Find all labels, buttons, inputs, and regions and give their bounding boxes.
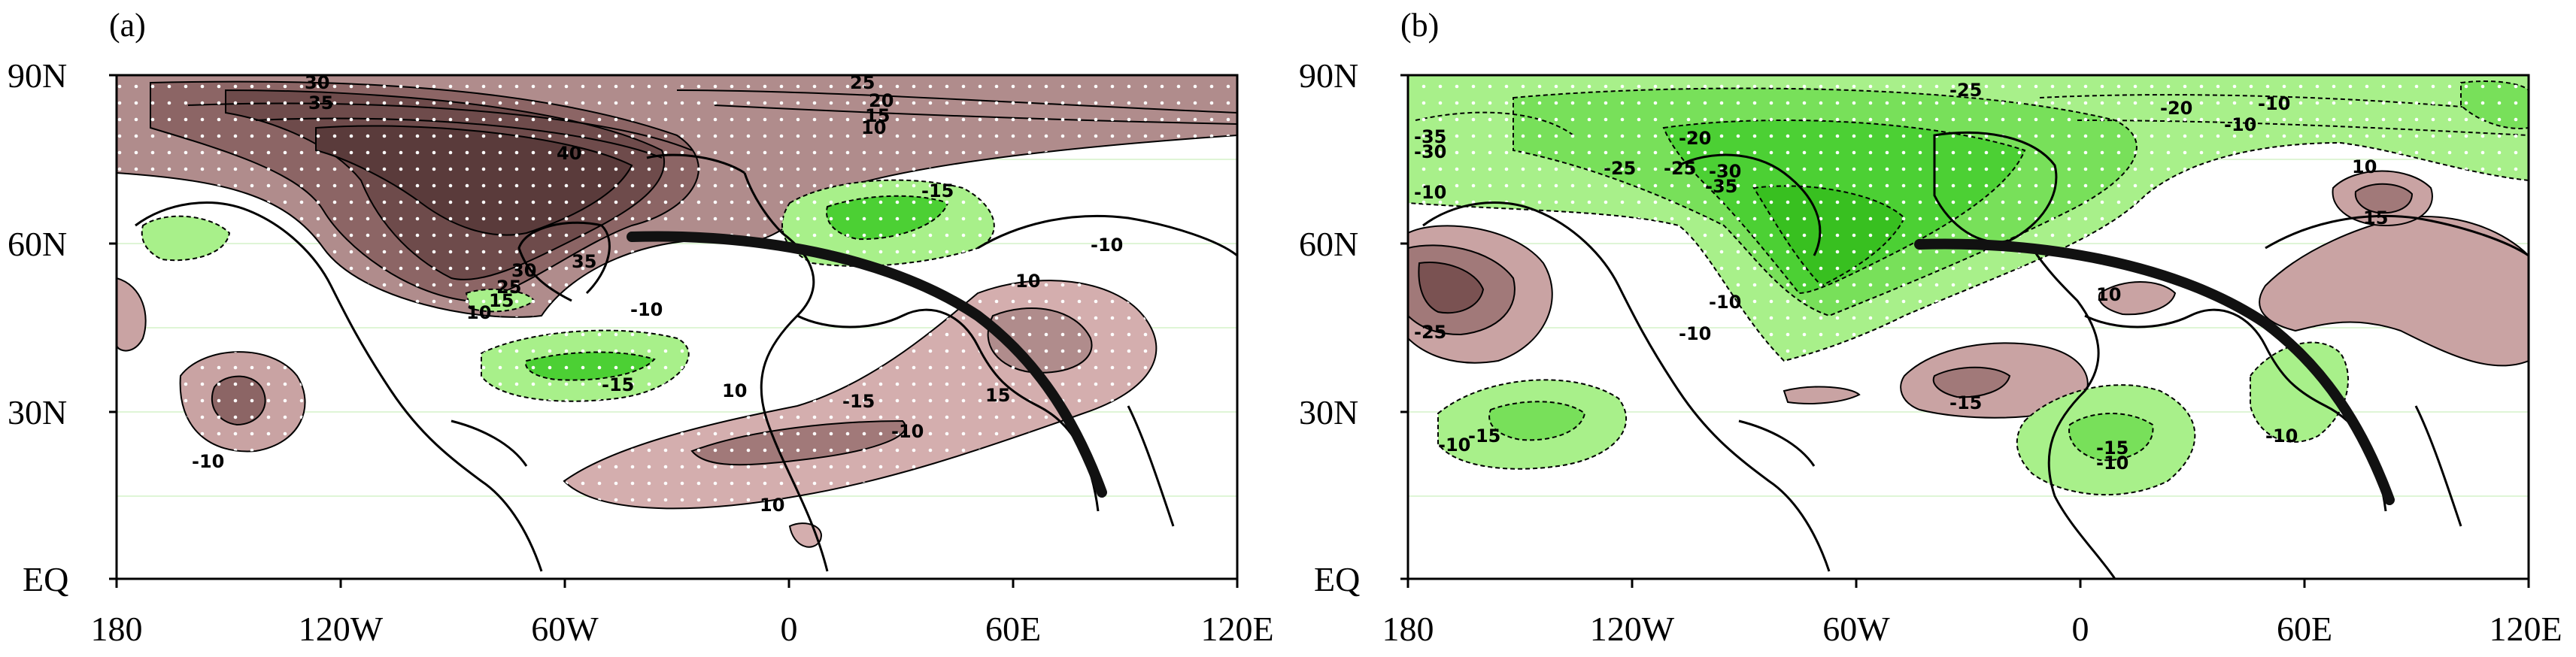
contour-label: 15 <box>489 290 514 311</box>
y-tick-eq: EQ <box>23 560 68 598</box>
y-tick-60n: 60N <box>1299 225 1358 263</box>
contour-label: -15 <box>602 374 634 395</box>
contour-label: 25 <box>850 72 875 93</box>
panel-label: (b) <box>1400 7 1439 44</box>
x-tick-180: 180 <box>91 610 143 648</box>
contour-label: -10 <box>1414 182 1446 203</box>
contour-label: -30 <box>1709 161 1741 182</box>
contour-label: 15 <box>2363 207 2388 229</box>
contour-label: -10 <box>2258 93 2290 114</box>
contour-label: -10 <box>630 299 663 320</box>
contour-label: -10 <box>891 421 924 442</box>
contour-label: -10 <box>1709 292 1741 313</box>
contour-label: -10 <box>2096 453 2128 474</box>
contour-label: -15 <box>1949 392 1982 413</box>
x-tick-60e: 60E <box>985 610 1041 648</box>
coastlines <box>1422 131 2529 579</box>
contour-label: 30 <box>511 260 536 281</box>
x-tick-180: 180 <box>1382 610 1434 648</box>
contour-label: 35 <box>572 251 596 272</box>
y-tick-60n: 60N <box>8 225 67 263</box>
x-tick-120e: 120E <box>1200 610 1273 648</box>
negative-anomaly-alaska <box>141 215 231 262</box>
contour-label: 10 <box>2096 284 2121 305</box>
contour-labels: 30 35 25 20 15 10 40 35 30 25 15 10 -15 … <box>192 72 1123 516</box>
x-tick-60e: 60E <box>2277 610 2332 648</box>
contour-label: 10 <box>2352 156 2377 177</box>
contour-label: -25 <box>1949 80 1982 101</box>
contour-label: 10 <box>861 117 886 138</box>
x-tick-120w: 120W <box>1590 610 1675 648</box>
contour-label: 20 <box>869 90 894 111</box>
contour-label: -10 <box>1091 235 1123 256</box>
contour-label: 15 <box>865 105 890 126</box>
contour-label: 35 <box>308 92 333 114</box>
great-circle-path <box>1914 238 2395 505</box>
coastlines <box>135 153 1237 572</box>
plot-frame <box>1406 74 2530 580</box>
y-tick-30n: 30N <box>1299 393 1358 431</box>
contour-label: -20 <box>1679 128 1711 149</box>
x-tick-0: 0 <box>781 610 798 648</box>
y-tick-30n: 30N <box>8 393 67 431</box>
x-tick-60w: 60W <box>1822 610 1890 648</box>
contour-label: -10 <box>1679 323 1711 344</box>
contour-label: -15 <box>921 180 954 201</box>
contour-label: 40 <box>557 143 581 164</box>
plot-frame <box>115 74 1239 580</box>
contour-label: 30 <box>305 72 329 93</box>
x-tick-120e: 120E <box>2489 610 2562 648</box>
y-tick-eq: EQ <box>1314 560 1360 598</box>
contour-label: -25 <box>1414 322 1446 343</box>
contour-label: -25 <box>1604 158 1636 179</box>
map-svg-a: (a) <box>8 7 1274 648</box>
y-tick-90n: 90N <box>1299 56 1358 95</box>
contour-label: 15 <box>985 385 1010 406</box>
contour-label: -15 <box>842 391 875 412</box>
x-tick-60w: 60W <box>531 610 599 648</box>
map-panel-a: (a) <box>8 7 1274 648</box>
contour-label: -15 <box>1468 425 1500 447</box>
contour-label: -20 <box>2160 98 2192 119</box>
map-panel-b: (b) <box>1288 0 2576 657</box>
great-circle-path <box>627 231 1107 498</box>
contour-label: -35 <box>1414 126 1446 147</box>
plot-area <box>1408 75 2529 579</box>
contour-label: 10 <box>760 495 784 516</box>
y-tick-90n: 90N <box>8 56 67 95</box>
contour-label: 10 <box>466 302 491 323</box>
contour-label: 10 <box>1015 271 1040 292</box>
contour-label: -10 <box>2224 114 2256 135</box>
contour-label: -10 <box>192 451 224 472</box>
contour-label: 25 <box>496 277 521 298</box>
positive-anomaly-pacific-edge <box>117 277 147 352</box>
panel-label: (a) <box>109 7 146 44</box>
contour-label: -10 <box>2265 425 2298 447</box>
contour-label: -10 <box>1438 434 1470 456</box>
map-svg-b: (b) <box>1299 7 2562 648</box>
contour-labels: -25 -20 -10 -35 -30 -10 -20 -25 -25 -30 … <box>1414 80 2388 474</box>
contour-label: -15 <box>2096 437 2128 459</box>
plot-area <box>117 75 1237 579</box>
x-tick-0: 0 <box>2072 610 2089 648</box>
x-tick-120w: 120W <box>299 610 384 648</box>
contour-label: -25 <box>1664 158 1696 179</box>
contour-label: 10 <box>722 380 747 401</box>
contour-label: -35 <box>1705 176 1737 197</box>
contour-label: -30 <box>1414 141 1446 162</box>
